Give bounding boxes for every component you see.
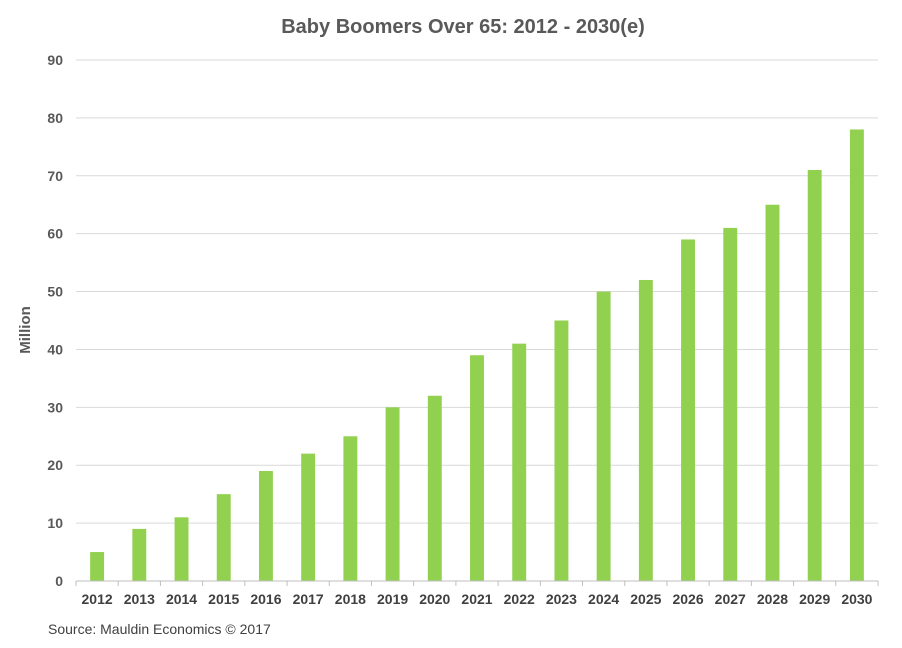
y-tick-label: 10 bbox=[47, 515, 63, 531]
x-tick-label: 2017 bbox=[293, 591, 324, 607]
x-tick-label: 2022 bbox=[504, 591, 535, 607]
bar-2024 bbox=[596, 291, 611, 581]
x-tick-label: 2024 bbox=[588, 591, 619, 607]
x-tick-label: 2028 bbox=[757, 591, 788, 607]
y-tick-labels: 0 10 20 30 40 50 60 70 80 90 bbox=[47, 52, 63, 589]
y-tick-label: 80 bbox=[47, 110, 63, 126]
bar-2027 bbox=[723, 227, 738, 581]
y-tick-label: 90 bbox=[47, 52, 63, 68]
x-tick-label: 2025 bbox=[630, 591, 661, 607]
bar-2025 bbox=[638, 279, 653, 581]
bar-2017 bbox=[301, 453, 316, 581]
y-tick-label: 50 bbox=[47, 284, 63, 300]
x-tick-label: 2012 bbox=[82, 591, 113, 607]
y-tick-label: 30 bbox=[47, 399, 63, 415]
bar-2030 bbox=[849, 129, 864, 581]
y-axis-label: Million bbox=[17, 306, 34, 354]
bar-2012 bbox=[90, 552, 105, 581]
x-tick-label: 2013 bbox=[124, 591, 155, 607]
x-tick-label: 2020 bbox=[419, 591, 450, 607]
y-tick-label: 0 bbox=[55, 573, 63, 589]
y-tick-label: 20 bbox=[47, 457, 63, 473]
x-tick-label: 2027 bbox=[715, 591, 746, 607]
bar-2023 bbox=[554, 320, 569, 581]
bar-2020 bbox=[427, 395, 442, 581]
bar-2016 bbox=[258, 471, 273, 581]
source-note: Source: Mauldin Economics © 2017 bbox=[48, 621, 271, 637]
x-tick-label: 2015 bbox=[208, 591, 239, 607]
bar-2018 bbox=[343, 436, 358, 581]
bar-2028 bbox=[765, 204, 780, 581]
bars bbox=[90, 129, 864, 581]
bar-2029 bbox=[807, 169, 822, 581]
bar-2026 bbox=[681, 239, 696, 581]
x-tick-label: 2030 bbox=[841, 591, 872, 607]
y-tick-label: 70 bbox=[47, 168, 63, 184]
y-tick-label: 40 bbox=[47, 341, 63, 357]
x-tick-label: 2029 bbox=[799, 591, 830, 607]
x-tick-label: 2021 bbox=[461, 591, 492, 607]
bar-2013 bbox=[132, 528, 147, 581]
axes bbox=[75, 580, 879, 586]
x-tick-label: 2018 bbox=[335, 591, 366, 607]
bar-2019 bbox=[385, 407, 400, 581]
x-tick-label: 2019 bbox=[377, 591, 408, 607]
x-tick-labels: 2012 2013 2014 2015 2016 2017 2018 2019 2020 2021… bbox=[82, 591, 873, 607]
bar-2022 bbox=[512, 343, 527, 581]
bar-2015 bbox=[216, 494, 231, 581]
bar-2021 bbox=[470, 355, 484, 581]
x-tick-label: 2014 bbox=[166, 591, 197, 607]
x-tick-label: 2023 bbox=[546, 591, 577, 607]
x-tick-label: 2016 bbox=[250, 591, 281, 607]
x-tick-label: 2026 bbox=[672, 591, 703, 607]
chart-title: Baby Boomers Over 65: 2012 - 2030(e) bbox=[281, 16, 645, 38]
bar-2014 bbox=[174, 517, 189, 581]
y-tick-label: 60 bbox=[47, 226, 63, 242]
